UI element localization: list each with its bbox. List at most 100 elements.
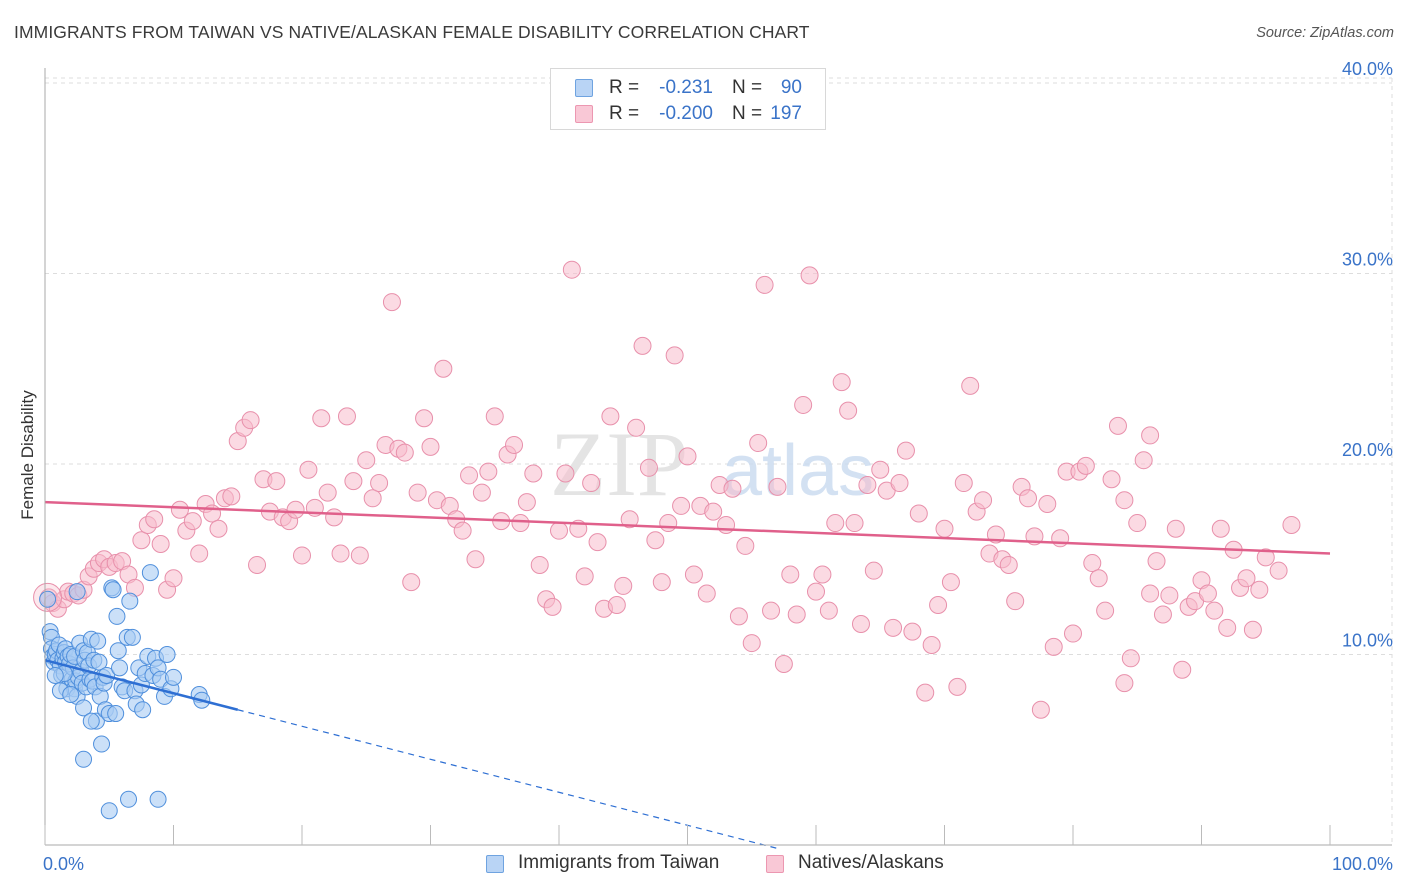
legend-n-label: N = bbox=[732, 103, 763, 124]
legend-n-value: 197 bbox=[770, 103, 802, 124]
pink-point bbox=[1076, 456, 1095, 475]
pink-point bbox=[839, 401, 858, 420]
pink-point bbox=[684, 565, 703, 584]
pink-point bbox=[607, 595, 626, 614]
bottom-legend-label-natives: Natives/Alaskans bbox=[798, 852, 944, 873]
pink-point bbox=[562, 260, 581, 279]
pink-point bbox=[781, 565, 800, 584]
pink-point bbox=[248, 555, 267, 574]
pink-point bbox=[652, 573, 671, 592]
pink-point bbox=[190, 544, 209, 563]
pink-point bbox=[826, 514, 845, 533]
pink-point bbox=[909, 504, 928, 523]
pink-point bbox=[1211, 519, 1230, 538]
pink-point bbox=[948, 677, 967, 696]
pink-point bbox=[472, 483, 491, 502]
pink-point bbox=[916, 683, 935, 702]
pink-point bbox=[929, 595, 948, 614]
blue-point bbox=[108, 607, 126, 625]
pink-point bbox=[1115, 491, 1134, 510]
pink-point bbox=[1044, 637, 1063, 656]
pink-point bbox=[1083, 554, 1102, 573]
blue-point bbox=[141, 564, 159, 582]
pink-point bbox=[485, 407, 504, 426]
pink-point bbox=[614, 576, 633, 595]
pink-point bbox=[209, 519, 228, 538]
pink-point bbox=[421, 437, 440, 456]
pink-point bbox=[800, 266, 819, 285]
trend-layer bbox=[44, 500, 1331, 850]
pink-point bbox=[132, 531, 151, 550]
blue-point bbox=[100, 802, 118, 820]
pink-point bbox=[1121, 649, 1140, 668]
pink-point bbox=[575, 567, 594, 586]
pink-point bbox=[331, 544, 350, 563]
pink-point bbox=[774, 655, 793, 674]
pink-point bbox=[1198, 584, 1217, 603]
pink-point bbox=[1064, 624, 1082, 643]
pink-point bbox=[415, 409, 434, 428]
blue-point bbox=[39, 590, 57, 608]
pink-point bbox=[922, 635, 941, 654]
pink-point bbox=[717, 515, 736, 534]
pink-point bbox=[729, 607, 748, 626]
watermark-atlas: atlas bbox=[722, 431, 874, 511]
pink-point bbox=[453, 521, 472, 540]
pink-point bbox=[633, 336, 652, 355]
pink-point bbox=[787, 605, 806, 624]
legend-swatch-taiwan bbox=[575, 79, 593, 97]
pink-point bbox=[672, 496, 691, 515]
pink-point bbox=[954, 474, 973, 493]
chart-title: IMMIGRANTS FROM TAIWAN VS NATIVE/ALASKAN… bbox=[14, 22, 810, 42]
pink-point bbox=[170, 500, 189, 519]
pink-point bbox=[402, 573, 421, 592]
blue-point bbox=[104, 581, 122, 599]
pink-point bbox=[890, 474, 909, 493]
y-tick-label: 20.0% bbox=[1342, 440, 1393, 460]
pink-point bbox=[434, 359, 453, 378]
pink-point bbox=[588, 533, 607, 552]
pink-point bbox=[337, 407, 356, 426]
blue-point bbox=[165, 668, 182, 686]
pink-point bbox=[344, 472, 363, 491]
legend-swatch-natives bbox=[575, 105, 593, 123]
pink-point bbox=[511, 514, 530, 533]
bottom-legend-swatch-taiwan bbox=[486, 855, 504, 873]
pink-point bbox=[1141, 426, 1160, 445]
pink-point bbox=[1173, 660, 1192, 679]
blue-point bbox=[121, 592, 139, 610]
pink-point bbox=[1019, 489, 1038, 508]
pink-point bbox=[659, 514, 678, 533]
pink-point bbox=[871, 460, 890, 479]
blue-point bbox=[46, 666, 64, 684]
pink-point bbox=[312, 409, 331, 428]
pink-point bbox=[864, 561, 883, 580]
blue-point bbox=[89, 632, 107, 650]
pink-point bbox=[903, 622, 922, 641]
pink-point bbox=[1038, 495, 1057, 514]
pink-point bbox=[350, 546, 369, 565]
pink-point bbox=[749, 434, 768, 453]
pink-point bbox=[460, 466, 479, 485]
blue-point bbox=[93, 735, 111, 753]
blue-point bbox=[68, 583, 86, 601]
pink-point bbox=[164, 569, 183, 588]
pink-point bbox=[479, 462, 498, 481]
legend-n-label: N = bbox=[732, 77, 763, 98]
y-tick-label: 40.0% bbox=[1342, 59, 1393, 79]
pink-series-layer bbox=[33, 260, 1301, 719]
pink-point bbox=[1147, 552, 1166, 571]
pink-point bbox=[1128, 514, 1147, 533]
pink-point bbox=[961, 376, 980, 395]
pink-point bbox=[151, 535, 170, 554]
pink-point bbox=[832, 373, 851, 392]
pink-point bbox=[858, 475, 877, 494]
pink-point bbox=[1166, 519, 1185, 538]
pink-point bbox=[267, 472, 286, 491]
pink-point bbox=[582, 474, 601, 493]
pink-point bbox=[697, 584, 716, 603]
pink-point bbox=[318, 483, 337, 502]
pink-point bbox=[1089, 569, 1108, 588]
pink-point bbox=[974, 491, 993, 510]
pink-point bbox=[1256, 548, 1275, 567]
